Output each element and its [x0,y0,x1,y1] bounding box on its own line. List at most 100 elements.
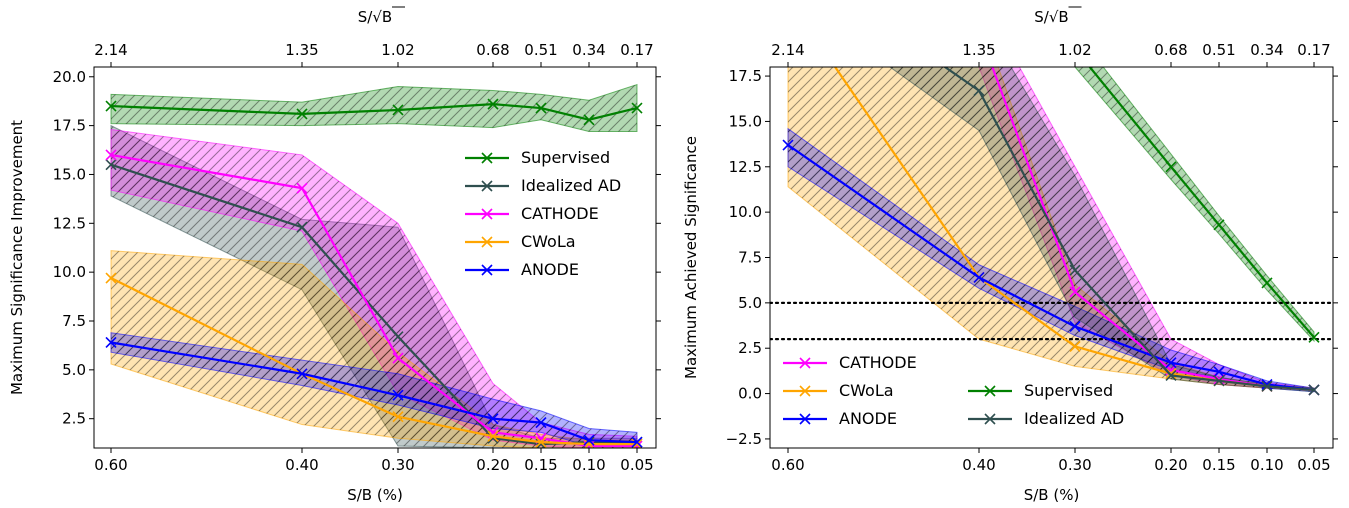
data-point [392,331,404,343]
data-point [296,221,308,233]
top-axis-label: S/√B [1034,8,1068,26]
data-point [1261,380,1273,392]
data-point [535,417,547,429]
data-point [1165,369,1177,381]
y-tick-label: 2.5 [62,410,86,428]
top-tick-label: 1.02 [381,41,414,59]
y-tick-label: 17.5 [729,67,762,85]
data-point [105,159,117,171]
data-point [105,100,117,112]
y-tick-label: 12.5 [53,214,86,232]
y-tick-label: 2.5 [738,339,762,357]
data-point [974,26,984,36]
data-point [1308,331,1320,343]
top-tick-label: 0.17 [620,41,653,59]
data-point [631,436,643,448]
x-tick-label: 0.30 [381,456,414,474]
left-legend: Supervised Idealized AD CATHODE CWoLa ANODE [465,148,621,279]
x-tick-label: 0.60 [771,456,804,474]
y-tick-label: 15.0 [53,165,86,183]
data-point [392,389,404,401]
data-point [1308,384,1320,396]
top-axis-label: S/√B [358,8,392,26]
data-point [631,438,643,448]
x-tick-label: 0.10 [572,456,605,474]
data-point [1261,277,1273,289]
data-point [1213,219,1225,231]
legend-label: CATHODE [521,204,599,223]
top-tick-label: 0.34 [1250,41,1283,59]
legend-label: ANODE [839,409,897,428]
y-tick-label: 10.0 [53,263,86,281]
data-point [105,149,117,161]
data-point [631,102,643,114]
legend-label: CATHODE [839,353,917,372]
data-point [1165,161,1177,173]
x-tick-label: 0.40 [285,456,318,474]
top-tick-label: 0.34 [572,41,605,59]
top-tick-label: 0.68 [476,41,509,59]
data-point [535,436,547,448]
plot-frame [93,66,657,449]
band-hatch [889,67,1314,392]
data-point [392,104,404,116]
data-point [105,336,117,349]
data-point [105,272,117,284]
left-axes: 2.5 5.0 7.5 10.0 12.5 15.0 17.5 20.0 0.60 2.14 0.4… [8,6,661,504]
legend-swatch-marker [799,357,811,369]
y-axis-label: Maximum Significance Improvement [8,120,26,395]
data-point [392,352,404,364]
data-point [535,102,547,114]
x-tick-label: 0.15 [1202,456,1235,474]
y-tick-label: 12.5 [729,158,762,176]
x-axis-label: S/B (%) [1024,486,1080,504]
top-tick-label: 1.02 [1058,41,1091,59]
data-point [1261,378,1273,391]
data-point [296,182,308,194]
data-point [487,430,499,442]
legend-label: CWoLa [521,232,576,251]
top-tick-label: 1.35 [285,41,318,59]
legend-swatch-marker [481,236,493,248]
y-tick-label: 5.0 [738,294,762,312]
data-point [1213,375,1225,387]
top-tick-label: 1.35 [962,41,995,59]
band-hatch [979,67,1314,390]
y-tick-label: 7.5 [738,249,762,267]
legend-label: Idealized AD [1024,409,1124,428]
top-tick-label: 2.14 [94,41,127,59]
legend-swatch-marker [481,208,493,220]
data-point [487,98,499,110]
legend-label: CWoLa [839,381,894,400]
data-point [1069,264,1081,276]
y-tick-label: 15.0 [729,112,762,130]
data-point [783,0,793,9]
data-point [1165,357,1177,369]
right-series [782,0,1320,396]
data-point [782,139,794,151]
x-tick-label: 0.20 [1154,456,1187,474]
data-point [487,413,499,425]
x-tick-label: 0.05 [1297,456,1330,474]
y-tick-label: 10.0 [729,203,762,221]
x-tick-label: 0.15 [524,456,557,474]
right-legend: CATHODE CWoLa ANODE Supervised Idealized AD [783,353,1124,428]
legend-label: Supervised [1024,381,1113,400]
legend-swatch-marker [481,180,493,192]
x-tick-label: 0.30 [1058,456,1091,474]
y-tick-label: −2.5 [726,430,762,448]
data-point [1069,340,1081,352]
x-axis-label: S/B (%) [347,486,403,504]
data-point [392,411,404,423]
data-point [296,108,308,120]
right-refs [770,301,1333,341]
data-point [296,368,308,380]
data-point [973,271,985,284]
data-point [1069,320,1081,333]
legend-swatch-marker [984,413,996,425]
y-tick-label: 7.5 [62,312,86,330]
y-tick-label: 0.0 [738,385,762,403]
legend-swatch-marker [984,385,996,397]
legend-label: Idealized AD [521,176,621,195]
top-tick-label: 0.51 [524,41,557,59]
